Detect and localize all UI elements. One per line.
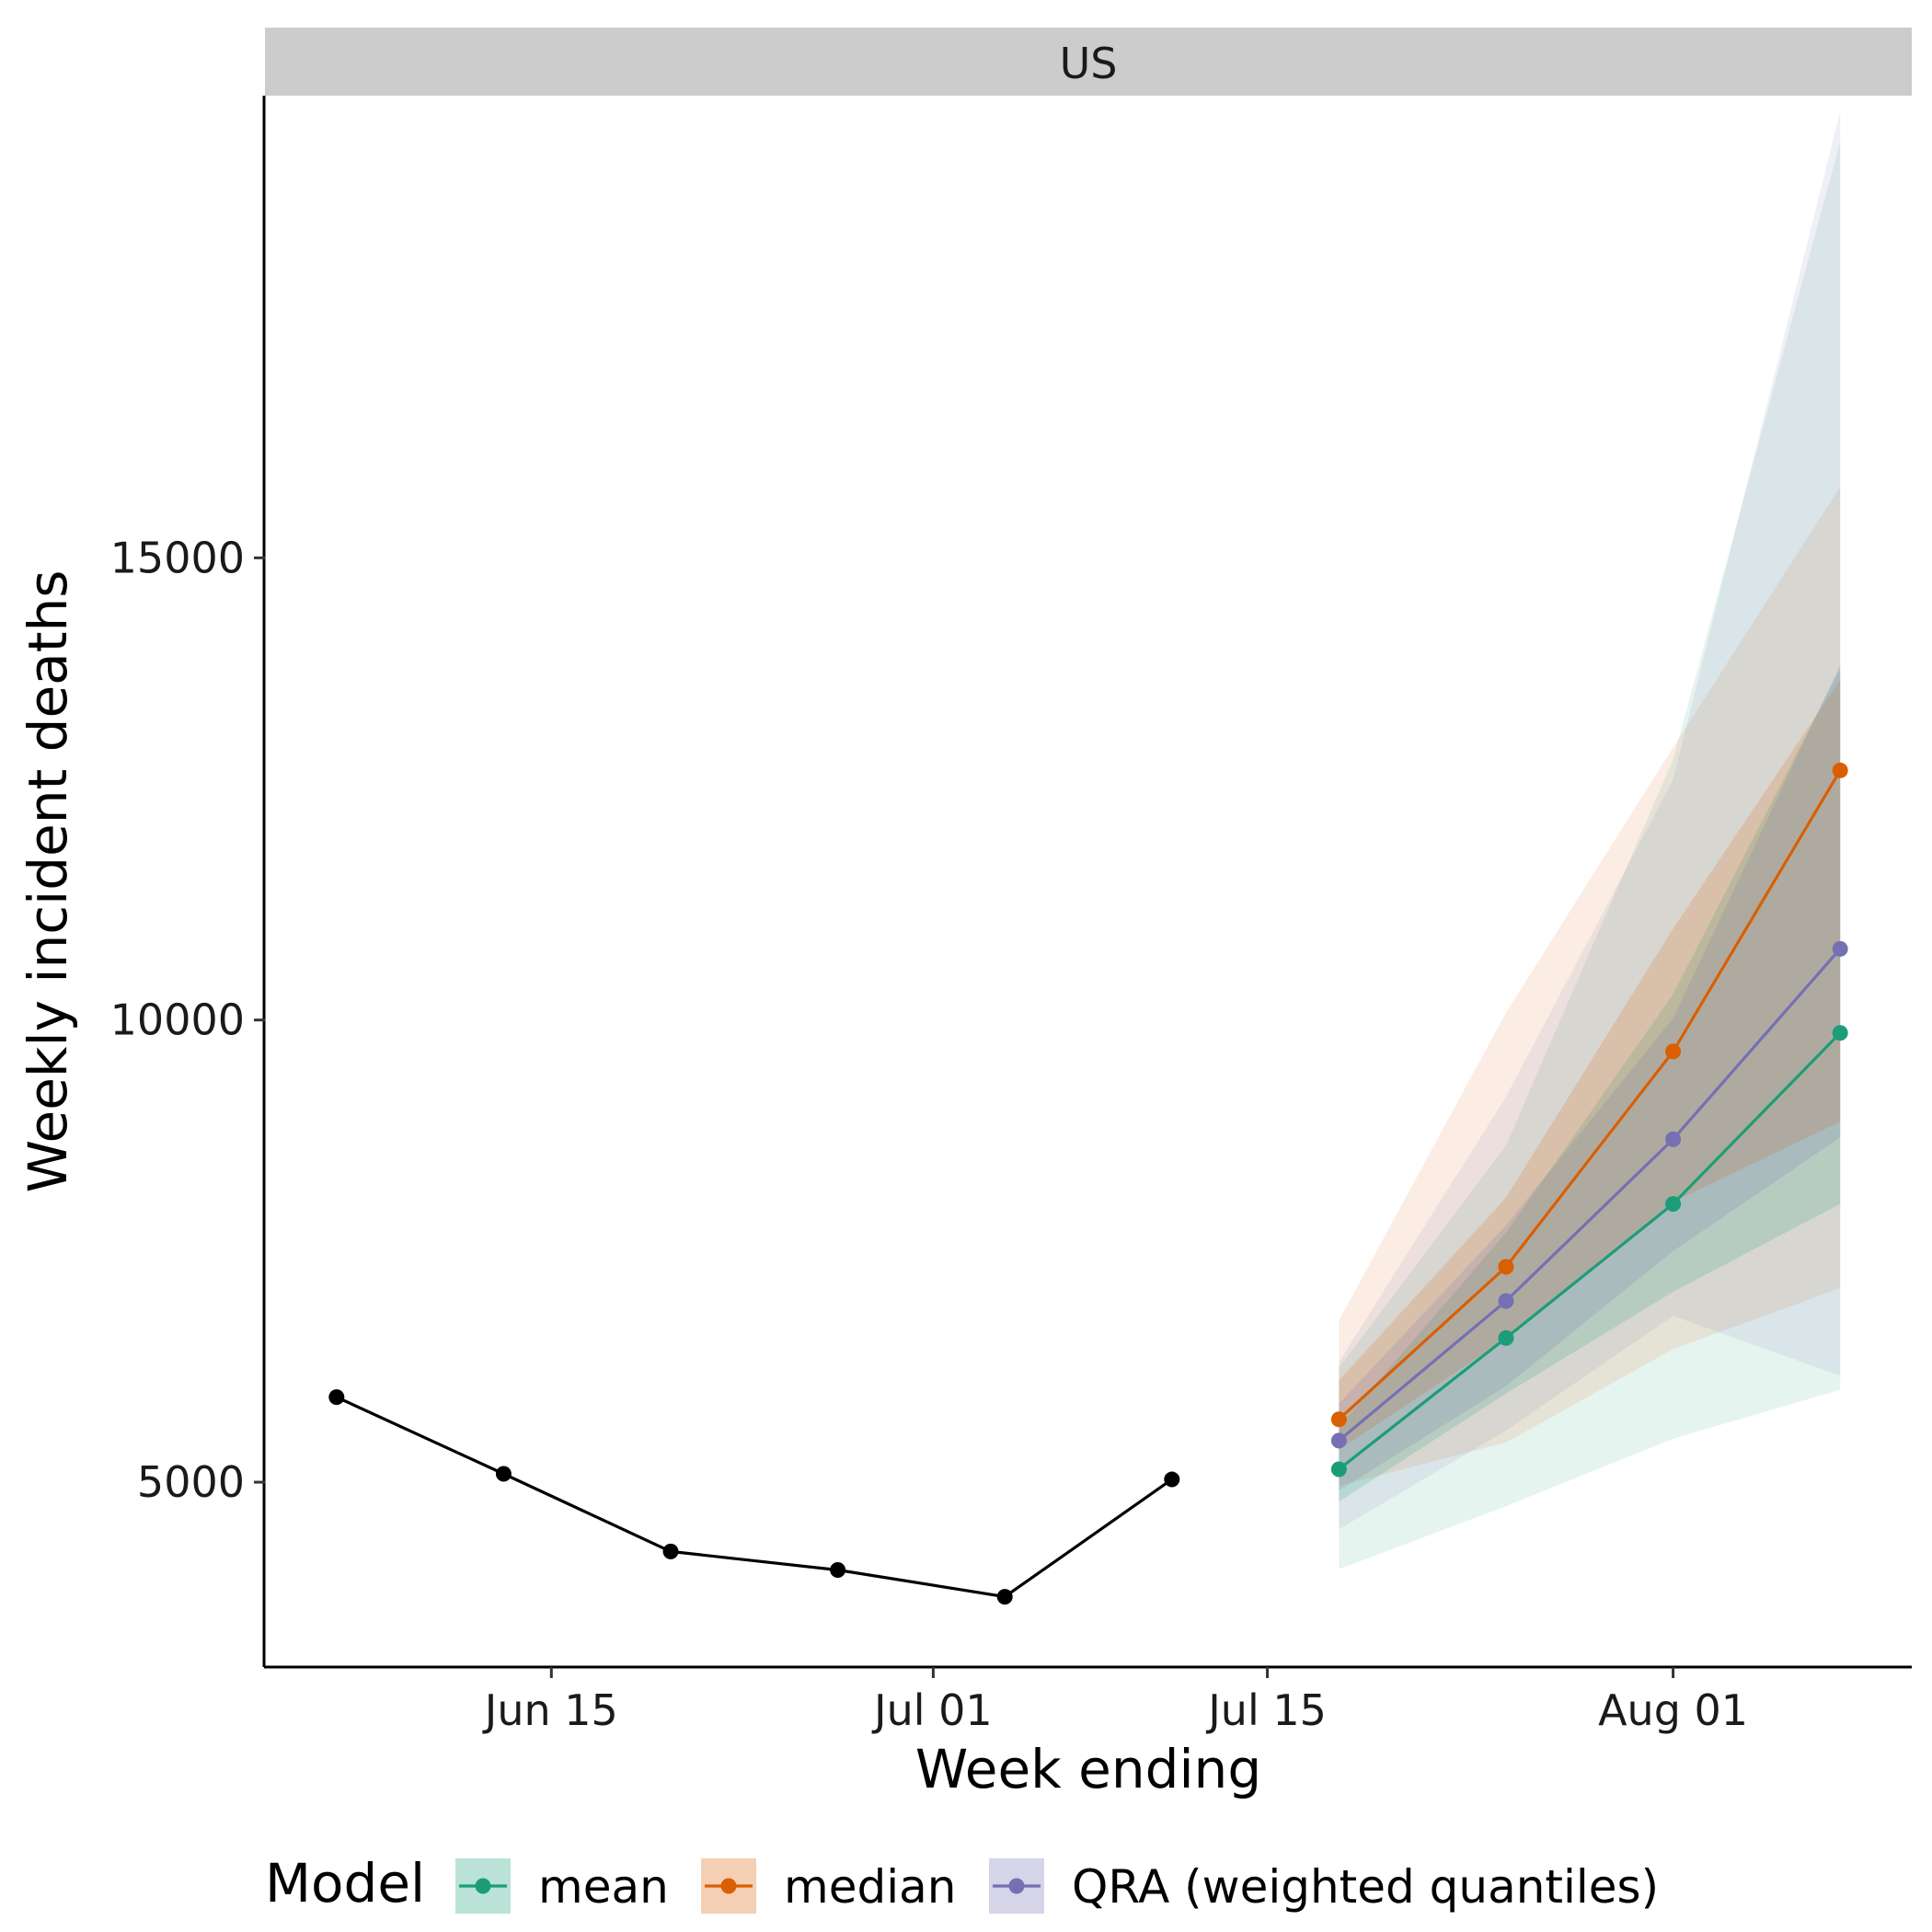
series-point-2	[1832, 940, 1848, 957]
x-ticks: Jun 15 Jul 01 Jul 15 Aug 01	[482, 1667, 1748, 1735]
legend-title: Model	[265, 1852, 425, 1915]
x-tick-label: Jul 15	[1205, 1685, 1327, 1735]
observed-point	[830, 1562, 846, 1579]
x-tick-label: Jun 15	[482, 1685, 618, 1735]
observed-point	[662, 1543, 679, 1559]
ribbon-inner-2	[1339, 664, 1841, 1491]
observed-point	[495, 1466, 512, 1482]
y-axis-title: Weekly incident deaths	[17, 570, 79, 1193]
ribbon-layer	[1339, 111, 1841, 1570]
observed-point	[996, 1589, 1013, 1605]
series-point-1	[1498, 1259, 1514, 1275]
series-point-2	[1330, 1432, 1347, 1449]
y-tick-label: 5000	[137, 1457, 245, 1507]
y-tick-label: 10000	[110, 995, 245, 1045]
ribbon-outer-0	[1339, 142, 1841, 1570]
legend-label-0: mean	[538, 1860, 669, 1914]
series-point-0	[1832, 1025, 1848, 1041]
series-point-0	[1498, 1329, 1514, 1346]
series-point-2	[1665, 1131, 1682, 1147]
legend: Model mean median QRA (weighted quantiles)	[265, 1852, 1659, 1915]
ribbon-outer-1	[1339, 487, 1841, 1487]
x-axis-title: Week ending	[915, 1738, 1261, 1800]
x-tick-label: Aug 01	[1598, 1685, 1748, 1735]
ribbon-inner-0	[1339, 668, 1841, 1502]
legend-label-2: QRA (weighted quantiles)	[1072, 1860, 1659, 1914]
legend-key-point-2	[1008, 1878, 1025, 1894]
observed-point	[328, 1389, 345, 1406]
series-point-0	[1665, 1196, 1682, 1213]
observed-point	[1164, 1471, 1180, 1488]
y-ticks: 5000 10000 15000	[110, 533, 265, 1507]
series-line-0	[1338, 1031, 1842, 1471]
series-point-2	[1498, 1293, 1514, 1309]
legend-label-1: median	[784, 1860, 956, 1914]
legend-key-point-1	[720, 1878, 737, 1894]
series-line-1	[1338, 769, 1842, 1420]
facet-strip-label: US	[1060, 39, 1118, 88]
ribbon-inner-1	[1339, 680, 1841, 1450]
series-point-1	[1832, 762, 1848, 778]
series-line-2	[1338, 948, 1842, 1443]
series-point-1	[1665, 1043, 1682, 1060]
y-tick-label: 15000	[110, 533, 245, 582]
facet-strip	[265, 28, 1912, 96]
series-line-layer	[328, 762, 1848, 1605]
observed-line	[336, 1396, 1173, 1599]
legend-items: mean median QRA (weighted quantiles)	[455, 1858, 1659, 1914]
legend-key-point-0	[475, 1878, 491, 1894]
x-tick-label: Jul 01	[871, 1685, 993, 1735]
series-point-1	[1330, 1411, 1347, 1428]
series-point-0	[1330, 1461, 1347, 1478]
ribbon-outer-2	[1339, 111, 1841, 1530]
